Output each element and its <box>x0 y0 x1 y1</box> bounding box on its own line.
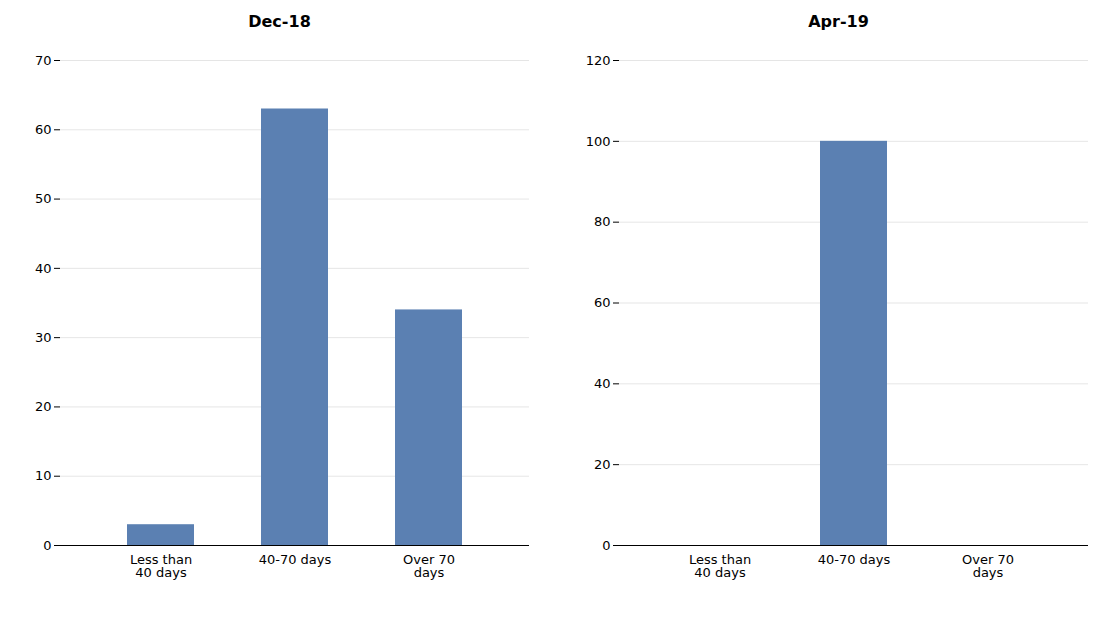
svg-text:Less than40 days: Less than40 days <box>689 552 751 580</box>
svg-text:40-70 days: 40-70 days <box>818 552 891 567</box>
svg-text:Over 70days: Over 70days <box>962 552 1014 580</box>
svg-text:10: 10 <box>35 468 52 483</box>
svg-text:40: 40 <box>594 376 611 391</box>
svg-text:100: 100 <box>586 133 611 148</box>
svg-text:0: 0 <box>43 538 51 553</box>
svg-text:30: 30 <box>35 330 52 345</box>
svg-text:60: 60 <box>594 295 611 310</box>
svg-text:20: 20 <box>594 457 611 472</box>
svg-text:Over 70days: Over 70days <box>403 552 455 580</box>
html-text:Apr-19: Apr-19 <box>808 12 869 31</box>
svg-text:40: 40 <box>35 261 52 276</box>
svg-text:0: 0 <box>602 538 610 553</box>
svg-text:40-70 days: 40-70 days <box>259 552 332 567</box>
html-text:Dec-18: Dec-18 <box>248 12 311 31</box>
svg-text:50: 50 <box>35 191 52 206</box>
svg-text:Less than40 days: Less than40 days <box>130 552 192 580</box>
svg-text:20: 20 <box>35 399 52 414</box>
svg-text:120: 120 <box>586 53 611 68</box>
svg-text:60: 60 <box>35 122 52 137</box>
svg-text:80: 80 <box>594 214 611 229</box>
svg-text:70: 70 <box>35 53 52 68</box>
